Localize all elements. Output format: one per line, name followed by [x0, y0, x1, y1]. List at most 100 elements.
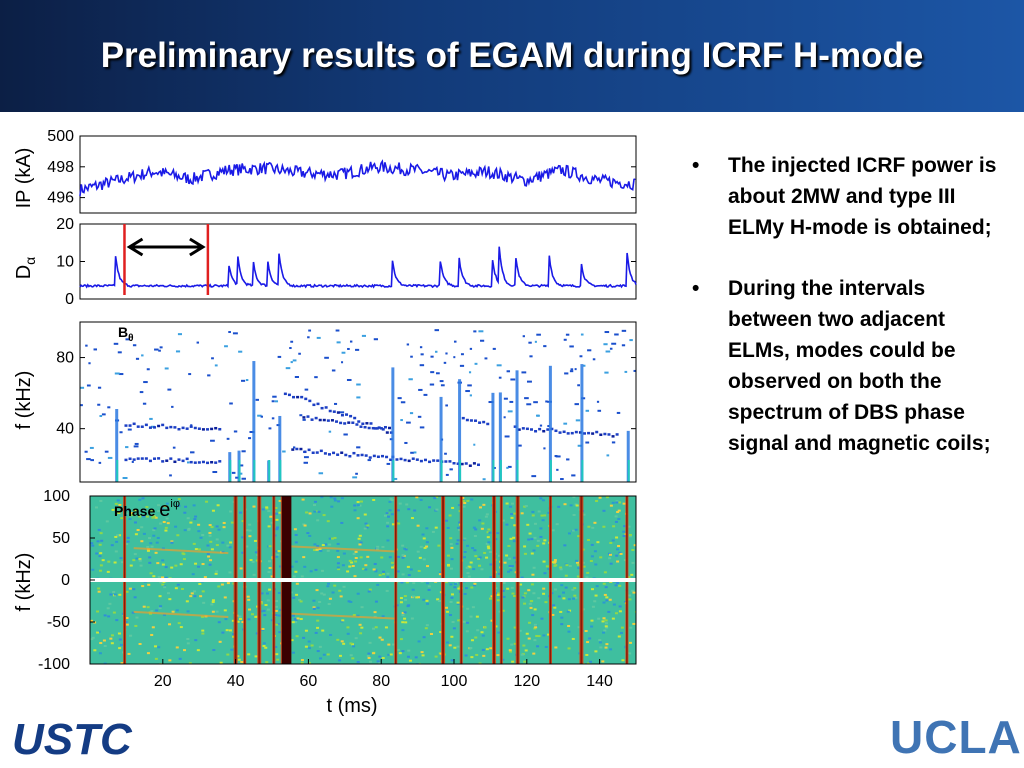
phase-speckle — [508, 565, 512, 568]
phase-speckle — [401, 554, 405, 557]
b-theta-mode-band — [344, 453, 348, 457]
b-theta-mode-band — [359, 425, 363, 428]
phase-speckle — [252, 573, 256, 576]
phase-speckle — [404, 621, 408, 624]
phase-speckle — [164, 566, 168, 569]
phase-speckle — [194, 639, 198, 642]
phase-speckle — [360, 606, 364, 609]
phase-speckle — [497, 631, 501, 634]
phase-speckle — [293, 528, 297, 531]
phase-speckle — [616, 582, 620, 585]
b-theta-mode-band — [322, 418, 326, 422]
phase-speckle — [278, 511, 282, 514]
phase-speckle — [294, 570, 298, 573]
phase-speckle — [142, 532, 146, 535]
b-theta-mode-band — [472, 462, 476, 465]
phase-speckle — [608, 598, 612, 601]
b-theta-mode-band — [157, 457, 161, 460]
phase-speckle — [408, 659, 412, 662]
b-theta-speckle — [214, 364, 218, 367]
phase-speckle — [278, 499, 282, 502]
phase-speckle — [557, 505, 561, 508]
b-theta-mode-band — [307, 448, 311, 452]
phase-speckle — [386, 539, 390, 542]
phase-speckle — [164, 576, 168, 579]
phase-speckle — [481, 648, 485, 651]
phase-speckle — [126, 540, 130, 543]
phase-speckle — [231, 619, 235, 622]
phase-speckle — [496, 532, 500, 535]
b-theta-speckle — [361, 334, 367, 337]
phase-speckle — [228, 546, 232, 549]
phase-speckle — [118, 593, 122, 596]
b-theta-mode-band — [169, 457, 173, 460]
b-theta-mode-band — [562, 430, 566, 434]
phase-speckle — [328, 537, 332, 540]
phase-speckle — [608, 553, 612, 556]
phase-speckle — [326, 653, 330, 656]
phase-speckle — [194, 562, 198, 565]
b-theta-speckle — [335, 329, 340, 332]
b-theta-mode-band — [380, 454, 384, 458]
phase-speckle — [185, 600, 189, 603]
phase-speckle — [93, 649, 97, 652]
b-theta-mode-band — [603, 432, 607, 436]
phase-speckle — [544, 645, 548, 648]
b-theta-speckle — [125, 338, 130, 341]
phase-speckle — [309, 570, 313, 573]
b-theta-speckle — [418, 388, 423, 391]
phase-speckle — [444, 581, 448, 584]
b-theta-mode-band — [148, 459, 152, 463]
phase-speckle — [531, 573, 535, 576]
phase-speckle — [572, 597, 576, 600]
phase-speckle — [368, 660, 372, 663]
phase-speckle — [262, 609, 266, 612]
phase-speckle — [160, 508, 164, 511]
phase-speckle — [449, 543, 453, 546]
phase-speckle — [248, 529, 252, 532]
phase-speckle — [390, 513, 394, 516]
phase-speckle — [571, 529, 575, 532]
phase-speckle — [128, 518, 132, 521]
phase-speckle — [501, 658, 505, 661]
phase-speckle — [449, 600, 453, 603]
b-theta-mode-band — [369, 422, 373, 425]
phase-speckle — [407, 649, 411, 652]
phase-speckle — [201, 632, 205, 635]
phase-speckle — [488, 531, 492, 534]
b-theta-speckle — [299, 414, 303, 417]
bullet-list: • The injected ICRF power is about 2MW an… — [684, 150, 1004, 489]
phase-speckle — [417, 640, 421, 643]
b-theta-speckle — [271, 417, 275, 420]
phase-speckle — [524, 505, 528, 508]
phase-speckle — [175, 609, 179, 612]
b-theta-mode-band — [169, 425, 173, 429]
phase-speckle — [217, 585, 221, 588]
phase-speckle — [197, 548, 201, 551]
b-theta-speckle — [504, 435, 510, 438]
phase-speckle — [316, 606, 320, 609]
phase-speckle — [312, 607, 316, 610]
phase-speckle — [161, 547, 165, 550]
phase-speckle — [347, 600, 351, 603]
phase-speckle — [435, 496, 439, 499]
phase-speckle — [353, 509, 357, 512]
phase-speckle — [361, 567, 365, 570]
phase-speckle — [152, 529, 156, 532]
b-theta-speckle — [349, 340, 353, 343]
b-theta-speckle — [583, 364, 586, 367]
b-theta-speckle — [107, 406, 111, 409]
b-theta-speckle — [294, 376, 299, 379]
phase-speckle — [389, 497, 393, 500]
phase-speckle — [480, 527, 484, 530]
b-theta-speckle — [334, 402, 338, 405]
b-theta-mode-band — [153, 457, 157, 460]
phase-speckle — [182, 558, 186, 561]
phase-speckle — [382, 570, 386, 573]
phase-speckle — [396, 555, 400, 558]
phase-speckle — [591, 605, 595, 608]
b-theta-speckle — [117, 351, 122, 354]
b-theta-mode-band — [161, 460, 165, 463]
phase-speckle — [120, 517, 124, 520]
phase-speckle — [388, 509, 392, 512]
